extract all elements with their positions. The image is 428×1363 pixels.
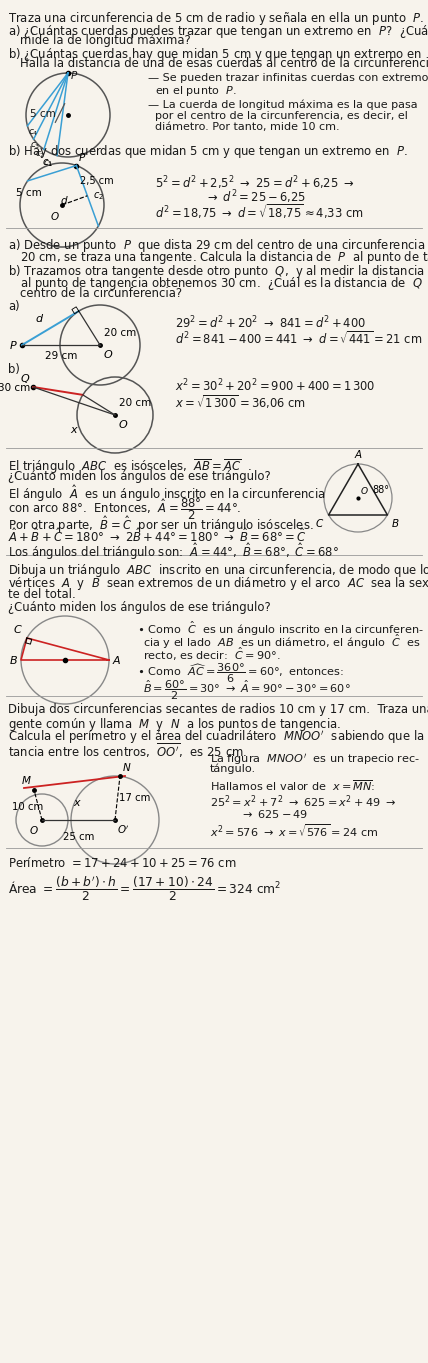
Text: a) Desde un punto  $P$  que dista 29 cm del centro de una circunferencia de radi: a) Desde un punto $P$ que dista 29 cm de… [8,237,428,254]
Text: $c_2$: $c_2$ [93,189,104,202]
Text: $25^2 = x^2 + 7^2 \ \rightarrow \ 625 = x^2 + 49 \ \rightarrow$: $25^2 = x^2 + 7^2 \ \rightarrow \ 625 = … [210,793,396,810]
Text: b): b) [8,363,20,376]
Text: $C$: $C$ [315,517,324,529]
Text: ¿Cuánto miden los ángulos de ese triángulo?: ¿Cuánto miden los ángulos de ese triángu… [8,470,270,483]
Text: b) Hay dos cuerdas que midan 5 cm y que tengan un extremo en  $P$.: b) Hay dos cuerdas que midan 5 cm y que … [8,143,408,159]
Text: $\bullet$ Como  $\hat{C}$  es un ángulo inscrito en la circunferen-: $\bullet$ Como $\hat{C}$ es un ángulo in… [137,620,424,638]
Text: $\rightarrow \ 625 - 49$: $\rightarrow \ 625 - 49$ [240,808,308,821]
Text: 20 cm, se traza una tangente. Calcula la distancia de  $P$  al punto de tangenci: 20 cm, se traza una tangente. Calcula la… [20,249,428,266]
Text: 20 cm: 20 cm [119,398,151,408]
Text: $c_1$: $c_1$ [42,157,54,169]
Text: 88°: 88° [372,485,389,495]
Text: $\hat{B} = \dfrac{60°}{2} = 30° \ \rightarrow \ \hat{A} = 90° - 30° = 60°$: $\hat{B} = \dfrac{60°}{2} = 30° \ \right… [143,677,351,702]
Text: Los ángulos del triángulo son:  $\hat{A} = 44°,\ \hat{B} = 68°,\ \hat{C} = 68°$: Los ángulos del triángulo son: $\hat{A} … [8,541,339,562]
Text: $O$: $O$ [29,825,39,836]
Text: $c_2$: $c_2$ [35,150,45,159]
Text: $\rightarrow \ d^2 = 25 - 6{,}25$: $\rightarrow \ d^2 = 25 - 6{,}25$ [205,188,306,206]
Text: 20 cm: 20 cm [104,328,136,338]
Text: $O'$: $O'$ [117,825,130,837]
Text: $5^2 = d^2 + 2{,}5^2 \ \rightarrow \ 25 = d^2 + 6{,}25 \ \rightarrow$: $5^2 = d^2 + 2{,}5^2 \ \rightarrow \ 25 … [155,174,355,192]
Text: tancia entre los centros,  $\overline{OO'}$,  es 25 cm.: tancia entre los centros, $\overline{OO'… [8,741,247,761]
Text: al punto de tangencia obtenemos 30 cm.  ¿Cuál es la distancia de  $Q$  al: al punto de tangencia obtenemos 30 cm. ¿… [20,275,428,292]
Text: tángulo.: tángulo. [210,765,256,774]
Text: Dibuja dos circunferencias secantes de radios 10 cm y 17 cm.  Traza una tan-: Dibuja dos circunferencias secantes de r… [8,703,428,716]
Text: La figura  $MNOO'$  es un trapecio rec-: La figura $MNOO'$ es un trapecio rec- [210,752,420,767]
Text: $P$: $P$ [9,339,18,352]
Text: recto, es decir:  $\hat{C} = 90°.$: recto, es decir: $\hat{C} = 90°.$ [143,646,280,664]
Text: $P$: $P$ [78,150,86,162]
Text: $c_1$: $c_1$ [43,158,54,169]
Text: Dibuja un triángulo  $ABC$  inscrito en una circunferencia, de modo que los: Dibuja un triángulo $ABC$ inscrito en un… [8,562,428,579]
Text: $\hat{A} + \hat{B} + \hat{C} = 180° \ \rightarrow \ 2\hat{B} + 44° = 180° \ \rig: $\hat{A} + \hat{B} + \hat{C} = 180° \ \r… [8,527,307,545]
Text: $N$: $N$ [122,761,131,773]
Text: con arco 88°.  Entonces,  $\hat{A} = \dfrac{88°}{2} = 44°.$: con arco 88°. Entonces, $\hat{A} = \dfra… [8,496,241,522]
Text: Hallamos el valor de  $x = \overline{MN}$:: Hallamos el valor de $x = \overline{MN}$… [210,778,375,793]
Text: $Q$: $Q$ [20,372,30,384]
Text: Halla la distancia de una de esas cuerdas al centro de la circunferencia.: Halla la distancia de una de esas cuerda… [20,57,428,70]
Text: b) Trazamos otra tangente desde otro punto  $Q$,  y al medir la distancia de  $Q: b) Trazamos otra tangente desde otro pun… [8,263,428,279]
Text: $x$: $x$ [72,797,81,808]
Text: 29 cm: 29 cm [45,352,77,361]
Text: vértices  $A$  y  $B$  sean extremos de un diámetro y el arco  $AC$  sea la sext: vértices $A$ y $B$ sean extremos de un d… [8,575,428,592]
Text: gente común y llama  $M$  y  $N$  a los puntos de tangencia.: gente común y llama $M$ y $N$ a los punt… [8,716,341,733]
Text: 25 cm: 25 cm [63,831,94,842]
Text: a) ¿Cuántas cuerdas puedes trazar que tengan un extremo en  $P$?  ¿Cuánto: a) ¿Cuántas cuerdas puedes trazar que te… [8,23,428,40]
Text: mide la de longitud máxima?: mide la de longitud máxima? [20,34,190,46]
Text: Área $= \dfrac{(b + b') \cdot h}{2} = \dfrac{(17 + 10) \cdot 24}{2} = 324$ cm$^2: Área $= \dfrac{(b + b') \cdot h}{2} = \d… [8,875,281,904]
Text: por el centro de la circunferencia, es decir, el: por el centro de la circunferencia, es d… [155,110,408,121]
Text: — Se pueden trazar infinitas cuerdas con extremo: — Se pueden trazar infinitas cuerdas con… [148,74,428,83]
Text: $29^2 = d^2 + 20^2 \ \rightarrow \ 841 = d^2 + 400$: $29^2 = d^2 + 20^2 \ \rightarrow \ 841 =… [175,315,366,331]
Text: $d$: $d$ [35,312,45,324]
Text: $A$: $A$ [354,448,363,459]
Text: 30 cm: 30 cm [0,383,30,393]
Text: Traza una circunferencia de 5 cm de radio y señala en ella un punto  $P$.: Traza una circunferencia de 5 cm de radi… [8,10,424,27]
Text: $C$: $C$ [13,623,23,635]
Text: 5 cm: 5 cm [16,188,42,198]
Text: te del total.: te del total. [8,587,76,601]
Text: 17 cm: 17 cm [119,793,150,803]
Text: cia y el lado  $AB$  es un diámetro, el ángulo  $\hat{C}$  es: cia y el lado $AB$ es un diámetro, el án… [143,632,421,652]
Text: en el punto  $P$.: en el punto $P$. [155,85,236,98]
Text: $O$: $O$ [118,418,128,429]
Text: centro de la circunferencia?: centro de la circunferencia? [20,288,182,300]
Text: 2,5 cm: 2,5 cm [80,176,114,185]
Text: $M$: $M$ [21,774,32,786]
Text: a): a) [8,300,20,313]
Text: Perímetro $= 17 + 24 + 10 + 25 = 76$ cm: Perímetro $= 17 + 24 + 10 + 25 = 76$ cm [8,856,237,870]
Text: $O$: $O$ [50,210,60,222]
Text: El triángulo  $ABC$  es isósceles,  $\overline{AB} = \overline{AC}$  .: El triángulo $ABC$ es isósceles, $\overl… [8,457,252,476]
Text: 10 cm: 10 cm [12,801,43,812]
Text: Por otra parte,  $\hat{B} = \hat{C}$  por ser un triángulo isósceles.: Por otra parte, $\hat{B} = \hat{C}$ por … [8,514,314,534]
Text: 5 cm: 5 cm [30,109,56,119]
Text: b) ¿Cuántas cuerdas hay que midan 5 cm y que tengan un extremo en  $P$?: b) ¿Cuántas cuerdas hay que midan 5 cm y… [8,46,428,63]
Text: Calcula el perímetro y el área del cuadrilátero  $MNOO'$  sabiendo que la dis-: Calcula el perímetro y el área del cuadr… [8,729,428,747]
Text: El ángulo  $\hat{A}$  es un ángulo inscrito en la circunferencia: El ángulo $\hat{A}$ es un ángulo inscrit… [8,483,326,504]
Text: $d^2 = 18{,}75 \ \rightarrow \ d = \sqrt{18{,}75} \approx 4{,}33$ cm: $d^2 = 18{,}75 \ \rightarrow \ d = \sqrt… [155,202,364,221]
Text: $x$: $x$ [69,425,78,435]
Text: $O$: $O$ [103,348,113,360]
Text: $x^2 = 30^2 + 20^2 = 900 + 400 = 1\,300$: $x^2 = 30^2 + 20^2 = 900 + 400 = 1\,300$ [175,378,375,395]
Text: $A$: $A$ [112,654,122,667]
Text: $\bullet$ Como  $\widehat{AC} = \dfrac{360°}{6} = 60°,$ entonces:: $\bullet$ Como $\widehat{AC} = \dfrac{36… [137,661,344,684]
Text: — La cuerda de longitud máxima es la que pasa: — La cuerda de longitud máxima es la que… [148,99,418,110]
Text: $B$: $B$ [392,517,400,529]
Text: $x = \sqrt{1\,300} = 36{,}06$ cm: $x = \sqrt{1\,300} = 36{,}06$ cm [175,393,306,410]
Text: $d^2 = 841 - 400 = 441 \ \rightarrow \ d = \sqrt{441} = 21$ cm: $d^2 = 841 - 400 = 441 \ \rightarrow \ d… [175,330,422,346]
Text: $B$: $B$ [9,654,18,667]
Text: $d$: $d$ [60,195,69,206]
Text: $P$: $P$ [70,70,78,80]
Text: $c_4$: $c_4$ [28,128,39,139]
Text: $O$: $O$ [360,485,369,496]
Text: diámetro. Por tanto, mide 10 cm.: diámetro. Por tanto, mide 10 cm. [155,123,340,132]
Text: ¿Cuánto miden los ángulos de ese triángulo?: ¿Cuánto miden los ángulos de ese triángu… [8,601,270,613]
Text: $c_3$: $c_3$ [30,140,41,150]
Text: $x^2 = 576 \ \rightarrow \ x = \sqrt{576} = 24$ cm: $x^2 = 576 \ \rightarrow \ x = \sqrt{576… [210,822,378,838]
